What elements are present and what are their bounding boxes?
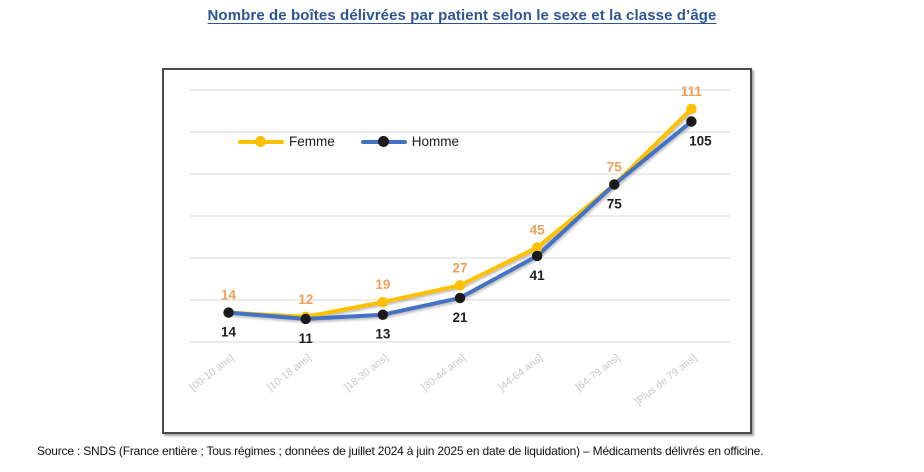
chart-legend: Femme Homme	[238, 134, 459, 149]
data-label-homme: 21	[452, 310, 468, 325]
data-label-homme: 75	[607, 197, 623, 212]
femme-legend-dot	[255, 136, 266, 147]
femme-series-marker-icon	[238, 136, 284, 147]
legend-label-femme: Femme	[289, 134, 335, 149]
legend-item-homme: Homme	[360, 134, 460, 149]
data-point-homme	[300, 313, 311, 325]
data-label-femme: 27	[452, 260, 467, 275]
data-label-femme: 45	[530, 223, 546, 238]
x-axis-label: ]30-44 ans]	[419, 352, 468, 394]
data-point-femme	[377, 296, 389, 308]
data-label-femme: 111	[681, 84, 703, 99]
homme-series-marker-icon	[360, 136, 407, 147]
data-label-femme: 75	[607, 160, 623, 175]
data-point-homme	[454, 292, 466, 304]
data-label-femme: 19	[375, 277, 390, 292]
data-point-homme	[686, 116, 697, 127]
data-label-femme: 14	[221, 288, 237, 303]
chart-area: [00-10 ans] ]10-18 ans] ]18-30 ans] ]30-44 …	[162, 68, 752, 434]
x-axis-label: ]64-79 ans]	[573, 352, 622, 394]
data-point-homme	[377, 309, 389, 320]
data-label-homme: 11	[299, 331, 314, 346]
chart-title: Nombre de boîtes délivrées par patient s…	[207, 7, 717, 24]
data-label-homme: 41	[530, 268, 546, 283]
data-point-homme	[531, 250, 543, 262]
data-point-femme	[686, 103, 697, 115]
homme-legend-dot	[377, 136, 389, 147]
x-axis-label: ]10-18 ans]	[265, 352, 314, 394]
x-axis-label: [00-10 ans]	[188, 352, 237, 394]
x-axis-label: ]44-64 ans]	[496, 352, 545, 394]
data-label-homme: 14	[221, 325, 237, 340]
data-label-homme: 105	[689, 134, 712, 149]
data-point-femme	[531, 242, 543, 253]
data-label-femme: 12	[298, 292, 313, 307]
x-axis-label: ]Plus de 79 ans]	[633, 352, 700, 408]
data-point-homme	[223, 307, 234, 318]
x-axis-label: ]18-30 ans]	[342, 352, 391, 394]
line-chart-svg: [00-10 ans] ]10-18 ans] ]18-30 ans] ]30-44 …	[188, 84, 730, 408]
data-label-homme: 13	[375, 327, 391, 342]
data-point-homme	[609, 179, 620, 190]
data-point-femme	[454, 280, 466, 291]
legend-item-femme: Femme	[238, 134, 335, 149]
legend-label-homme: Homme	[411, 134, 460, 149]
source-note: Source : SNDS (France entière ; Tous rég…	[37, 444, 764, 458]
